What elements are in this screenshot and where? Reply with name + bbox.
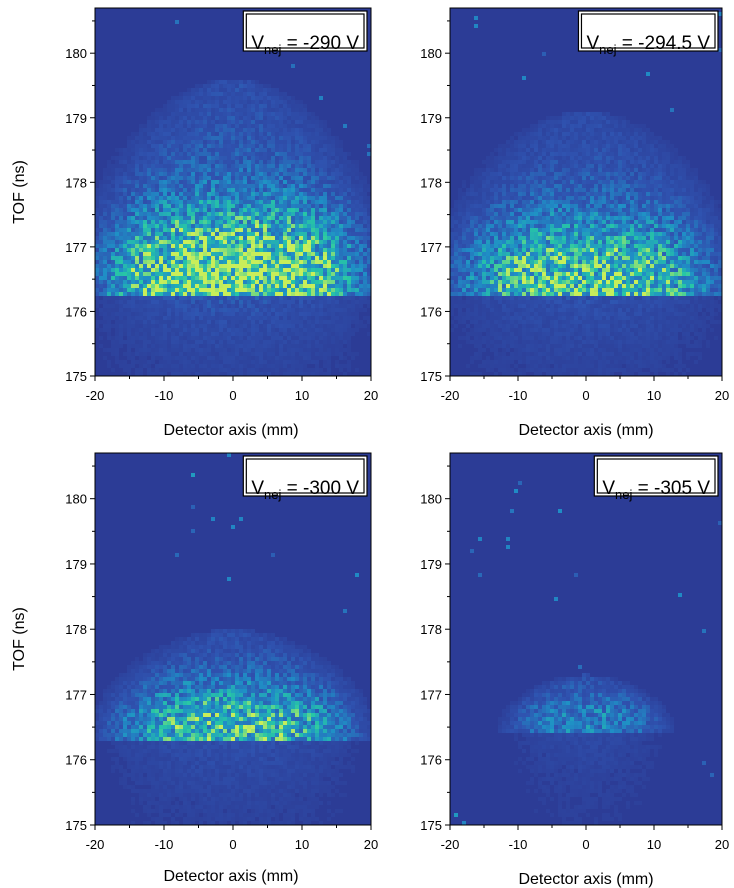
heatmap-cells bbox=[95, 453, 371, 825]
y-tick-label: 180 bbox=[420, 492, 442, 507]
x-tick-label: 20 bbox=[364, 388, 378, 403]
y-tick-label: 176 bbox=[65, 304, 87, 319]
y-tick-label: 180 bbox=[65, 46, 87, 61]
y-tick-label: 180 bbox=[65, 492, 87, 507]
x-tick-label: -20 bbox=[441, 837, 460, 852]
x-tick-label: 0 bbox=[229, 837, 236, 852]
legend-label: Vnej = -294.5 V bbox=[586, 33, 710, 57]
x-tick-label: 0 bbox=[582, 388, 589, 403]
legend-box-inner bbox=[596, 458, 716, 494]
x-tick-label: -20 bbox=[86, 388, 105, 403]
heatmap-cells bbox=[454, 457, 722, 825]
x-tick-label: -20 bbox=[441, 388, 460, 403]
x-tick-label: 10 bbox=[295, 837, 309, 852]
x-axis-title: Detector axis (mm) bbox=[518, 422, 653, 439]
y-axis-title: TOF (ns) bbox=[11, 160, 28, 224]
y-tick-label: 176 bbox=[420, 753, 442, 768]
legend-label: Vnej = -300 V bbox=[251, 478, 359, 502]
legend: Vnej = -294.5 V bbox=[577, 10, 719, 57]
panel-4: 175 176 177 178 179 180 -20 -10 0 10 20 Detector ax… bbox=[420, 452, 729, 888]
heatmap-cells bbox=[95, 20, 371, 376]
y-tick-label: 179 bbox=[65, 557, 87, 572]
x-tick-label: 0 bbox=[582, 837, 589, 852]
legend-box-inner bbox=[245, 458, 365, 494]
legend-box-inner bbox=[245, 13, 365, 49]
x-axis-title: Detector axis (mm) bbox=[163, 868, 298, 885]
y-tick-label: 178 bbox=[420, 175, 442, 190]
y-tick-label: 179 bbox=[420, 111, 442, 126]
x-axis-title: Detector axis (mm) bbox=[163, 422, 298, 439]
y-tick-label: 178 bbox=[65, 622, 87, 637]
legend: Vnej = -290 V bbox=[242, 10, 368, 57]
heatmap-cells bbox=[450, 12, 722, 376]
legend-label: Vnej = -305 V bbox=[602, 478, 710, 502]
y-tick-label: 178 bbox=[65, 175, 87, 190]
y-tick-label: 180 bbox=[420, 46, 442, 61]
y-tick-label: 176 bbox=[65, 753, 87, 768]
y-axis-title: TOF (ns) bbox=[11, 607, 28, 671]
y-tick-label: 175 bbox=[420, 369, 442, 384]
y-tick-label: 175 bbox=[420, 818, 442, 833]
y-tick-label: 177 bbox=[65, 240, 87, 255]
y-tick-label: 175 bbox=[65, 818, 87, 833]
x-tick-label: -20 bbox=[86, 837, 105, 852]
x-tick-label: 10 bbox=[647, 388, 661, 403]
x-axis-title: Detector axis (mm) bbox=[518, 871, 653, 888]
y-tick-label: 179 bbox=[65, 111, 87, 126]
x-tick-label: -10 bbox=[509, 388, 528, 403]
legend-box-inner bbox=[580, 13, 716, 49]
x-tick-label: -10 bbox=[155, 837, 174, 852]
x-tick-label: -10 bbox=[155, 388, 174, 403]
panel-3: 175 176 177 178 179 180 -20 -10 0 10 20 Detector ax… bbox=[11, 452, 378, 885]
x-tick-label: 0 bbox=[229, 388, 236, 403]
y-tick-label: 177 bbox=[420, 687, 442, 702]
x-tick-label: 10 bbox=[295, 388, 309, 403]
legend-label: Vnej = -290 V bbox=[251, 33, 359, 57]
panel-1: 175 176 177 178 179 180 -20 -10 0 10 20 Detector ax… bbox=[11, 7, 378, 439]
y-tick-label: 175 bbox=[65, 369, 87, 384]
x-tick-label: 10 bbox=[647, 837, 661, 852]
x-tick-label: 20 bbox=[364, 837, 378, 852]
panel-2: 175 176 177 178 179 180 -20 -10 0 10 20 Detector ax… bbox=[420, 7, 729, 439]
y-tick-label: 178 bbox=[420, 622, 442, 637]
legend: Vnej = -305 V bbox=[593, 455, 719, 502]
y-tick-label: 177 bbox=[65, 687, 87, 702]
y-tick-label: 177 bbox=[420, 240, 442, 255]
y-tick-label: 176 bbox=[420, 304, 442, 319]
x-tick-label: -10 bbox=[509, 837, 528, 852]
y-tick-label: 179 bbox=[420, 557, 442, 572]
x-tick-label: 20 bbox=[715, 837, 729, 852]
legend: Vnej = -300 V bbox=[242, 455, 368, 502]
x-tick-label: 20 bbox=[715, 388, 729, 403]
